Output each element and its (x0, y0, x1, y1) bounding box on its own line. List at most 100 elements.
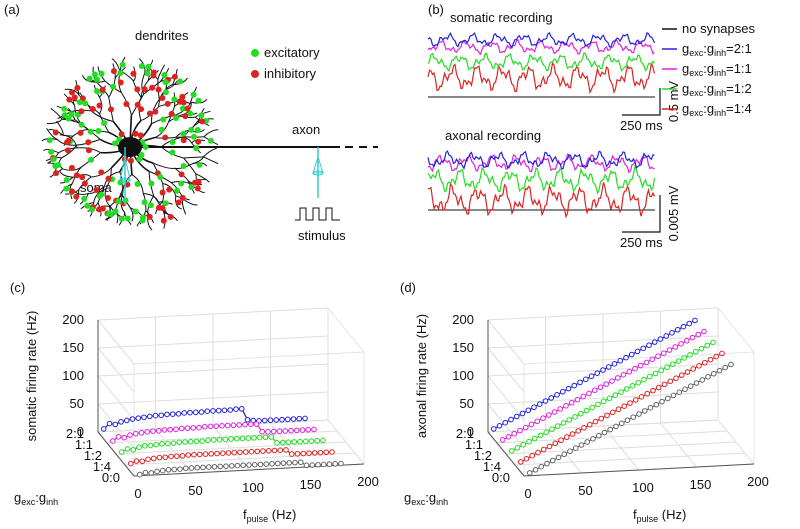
synapse (159, 94, 166, 101)
data-point (627, 400, 633, 406)
data-point (338, 460, 344, 467)
data-point (173, 426, 179, 433)
synapse (64, 147, 71, 154)
data-point (701, 359, 708, 366)
data-point (590, 436, 596, 442)
data-point (535, 449, 541, 456)
data-point (142, 469, 149, 476)
x-tick-label: 50 (578, 483, 592, 498)
synapse (158, 126, 165, 133)
data-point (578, 442, 585, 448)
data-point (147, 442, 154, 449)
synapse (193, 145, 200, 152)
data-point (652, 370, 659, 377)
dendrite (74, 191, 89, 195)
scale-voltage: 0.5 mV (666, 81, 681, 123)
synapse (82, 100, 89, 107)
data-point (141, 442, 148, 449)
data-point (543, 429, 550, 436)
data-point (171, 466, 178, 473)
data-point (187, 409, 193, 416)
synapse (134, 181, 141, 188)
x-tick-label: 200 (747, 474, 769, 489)
panel-label: (c) (10, 280, 25, 295)
subscript: pulse (247, 514, 269, 524)
synapse (147, 202, 154, 209)
synapse (179, 194, 186, 201)
data-point (607, 426, 614, 433)
category-label: 1:1 (465, 437, 483, 452)
data-point (586, 390, 592, 397)
data-point (265, 429, 271, 435)
synapse (162, 134, 169, 141)
data-point (162, 454, 169, 461)
data-point (222, 436, 229, 443)
data-point (647, 405, 654, 411)
data-point (514, 445, 521, 451)
data-point (528, 421, 535, 428)
synapse (115, 198, 122, 205)
data-point (158, 412, 165, 419)
data-point (664, 395, 671, 402)
subscript: exc (689, 68, 704, 78)
data-point (217, 463, 224, 470)
synapse (169, 138, 176, 145)
data-point (716, 367, 723, 374)
data-point (517, 427, 523, 434)
scale-bar (622, 195, 661, 233)
data-point (523, 456, 530, 462)
synapse (146, 213, 153, 220)
synapse (199, 118, 206, 125)
z-tick-label: 150 (62, 340, 84, 355)
data-point (684, 369, 691, 375)
data-point (591, 387, 598, 394)
data-point (696, 363, 702, 369)
axis-line (523, 463, 755, 477)
synapse (132, 208, 139, 215)
z-tick-label: 50 (460, 396, 474, 411)
data-point (525, 407, 532, 414)
text-part: g (14, 490, 21, 505)
synapse (157, 174, 164, 181)
data-point (699, 377, 706, 383)
data-point (567, 448, 573, 455)
subscript: inh (714, 88, 726, 98)
x-tick-label: 150 (690, 477, 712, 492)
data-point (291, 439, 298, 445)
subscript: inh (714, 48, 726, 58)
data-point (150, 428, 156, 434)
synapse (112, 140, 119, 147)
synapse (130, 70, 137, 77)
data-point (256, 434, 263, 441)
data-point (658, 367, 665, 374)
data-point (139, 458, 146, 465)
synapse (180, 130, 187, 137)
data-point (575, 428, 582, 434)
text-part: = (726, 61, 734, 76)
synapse (166, 186, 173, 193)
z-tick-label: 100 (452, 368, 474, 383)
data-point (156, 454, 163, 461)
data-point (651, 339, 658, 345)
synapse (110, 83, 117, 90)
data-point (161, 427, 168, 433)
synapse (184, 105, 191, 112)
synapse (50, 156, 57, 163)
data-point (701, 328, 707, 335)
scale-time: 250 ms (620, 118, 663, 133)
data-point (582, 376, 589, 383)
dendrite (203, 147, 218, 158)
data-point (211, 463, 218, 470)
data-point (175, 411, 182, 417)
data-point (511, 430, 518, 437)
synapse (117, 79, 124, 86)
text-part: :g (703, 61, 714, 76)
data-point (597, 384, 604, 391)
synapse (161, 71, 168, 78)
data-point (635, 379, 642, 386)
synapse (171, 96, 178, 103)
category-label: 2:1 (66, 426, 84, 441)
data-point (617, 357, 624, 364)
synapse (148, 180, 155, 187)
data-point (554, 392, 560, 398)
